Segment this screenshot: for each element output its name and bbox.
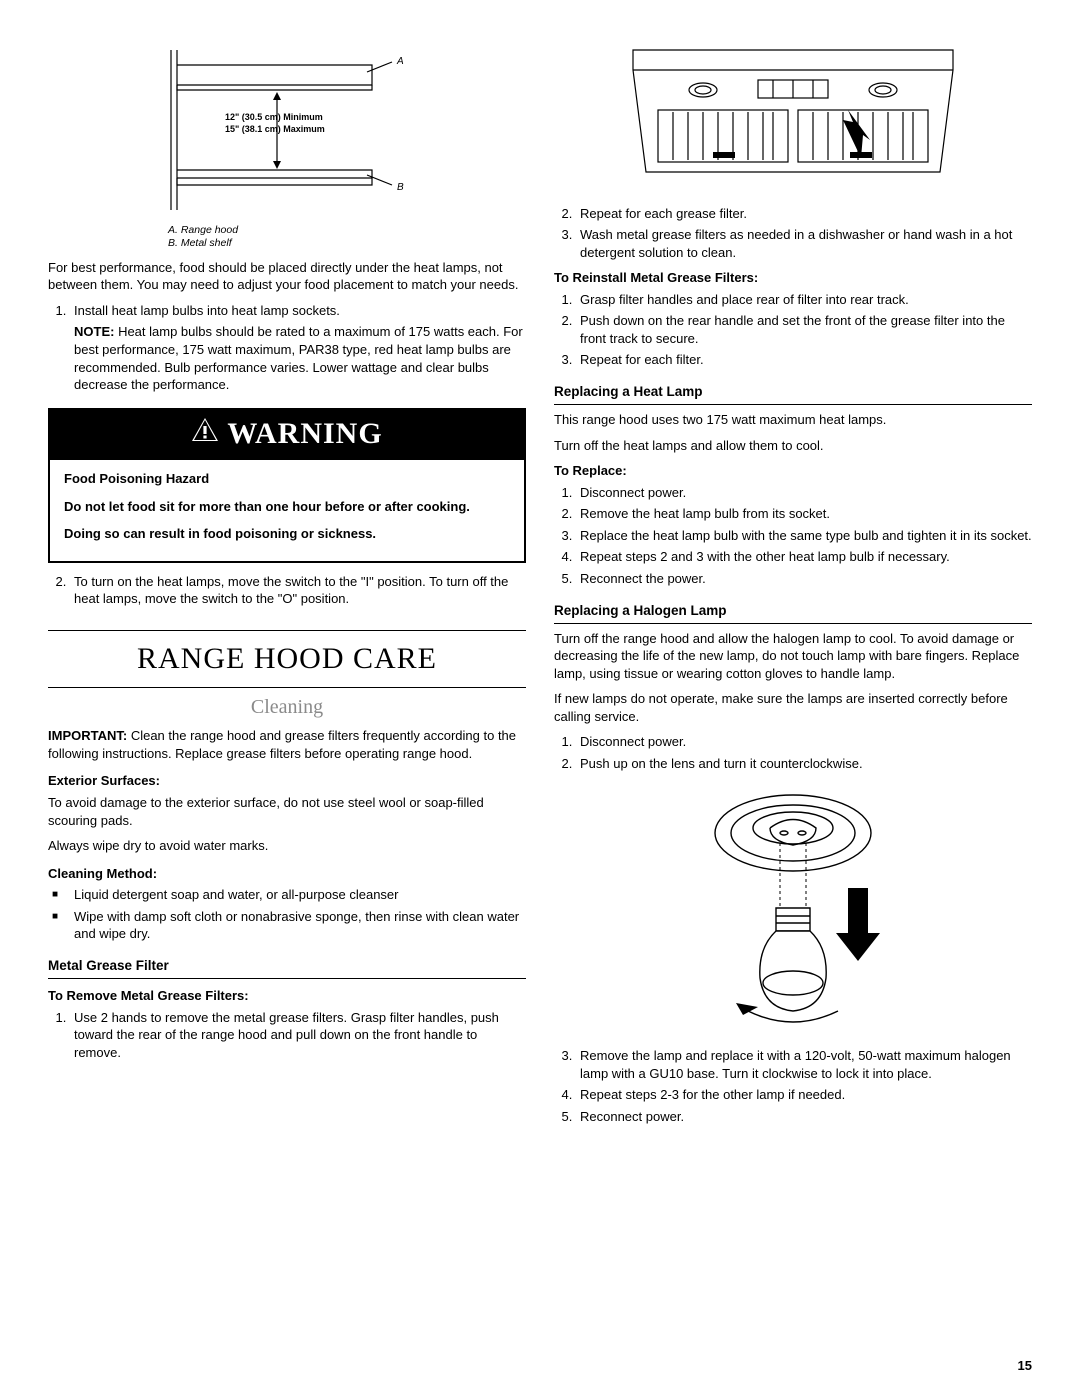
list-item: Use 2 hands to remove the metal grease f… <box>70 1009 526 1062</box>
replace-heat-lamp-list: Disconnect power. Remove the heat lamp b… <box>554 484 1032 588</box>
remove-filters-list: Use 2 hands to remove the metal grease f… <box>48 1009 526 1062</box>
replacing-heat-lamp-heading: Replacing a Heat Lamp <box>554 383 1032 405</box>
warning-line3: Doing so can result in food poisoning or… <box>64 525 510 543</box>
halogen-p2: If new lamps do not operate, make sure t… <box>554 690 1032 725</box>
left-column: A B 12" (30.5 cm) Minimum 15" (38.1 cm) … <box>48 40 526 1133</box>
metal-grease-filter-heading: Metal Grease Filter <box>48 957 526 979</box>
reinstall-filters-heading: To Reinstall Metal Grease Filters: <box>554 269 1032 287</box>
reinstall-filters-list: Grasp filter handles and place rear of f… <box>554 291 1032 369</box>
figure-lamp <box>554 783 1032 1038</box>
list-item: Install heat lamp bulbs into heat lamp s… <box>70 302 526 394</box>
list-item: Repeat steps 2-3 for the other lamp if n… <box>576 1086 1032 1104</box>
list-item: Wipe with damp soft cloth or nonabrasive… <box>70 908 526 943</box>
note: NOTE: Heat lamp bulbs should be rated to… <box>74 323 526 393</box>
figure-shelf: A B 12" (30.5 cm) Minimum 15" (38.1 cm) … <box>48 40 526 251</box>
section-title: RANGE HOOD CARE <box>48 630 526 689</box>
cleaning-method-heading: Cleaning Method: <box>48 865 526 883</box>
list-item: Push down on the rear handle and set the… <box>576 312 1032 347</box>
exterior-p1: To avoid damage to the exterior surface,… <box>48 794 526 829</box>
dim2: 15" (38.1 cm) Maximum <box>225 124 325 134</box>
figure-caption: A. Range hood B. Metal shelf <box>168 224 526 251</box>
warning-line2: Do not let food sit for more than one ho… <box>64 498 510 516</box>
label-a: A <box>396 56 404 67</box>
item-text: Install heat lamp bulbs into heat lamp s… <box>74 303 340 318</box>
remove-filters-heading: To Remove Metal Grease Filters: <box>48 987 526 1005</box>
list-item: Remove the heat lamp bulb from its socke… <box>576 505 1032 523</box>
list-item: Repeat for each filter. <box>576 351 1032 369</box>
warning-banner-text: WARNING <box>227 414 382 455</box>
note-text: Heat lamp bulbs should be rated to a max… <box>74 324 523 392</box>
list-item: Repeat steps 2 and 3 with the other heat… <box>576 548 1032 566</box>
heat-lamp-install-list-cont: To turn on the heat lamps, move the swit… <box>48 573 526 608</box>
replace-halogen-list-cont: Remove the lamp and replace it with a 12… <box>554 1047 1032 1125</box>
heat-lamp-p1: This range hood uses two 175 watt maximu… <box>554 411 1032 429</box>
list-item: Replace the heat lamp bulb with the same… <box>576 527 1032 545</box>
exterior-p2: Always wipe dry to avoid water marks. <box>48 837 526 855</box>
label-b: B <box>397 182 404 193</box>
list-item: Push up on the lens and turn it counterc… <box>576 755 1032 773</box>
list-item: Disconnect power. <box>576 733 1032 751</box>
list-item: Reconnect the power. <box>576 570 1032 588</box>
list-item: To turn on the heat lamps, move the swit… <box>70 573 526 608</box>
warning-triangle-icon <box>191 414 219 455</box>
dim1: 12" (30.5 cm) Minimum <box>225 112 323 122</box>
hood-diagram <box>618 40 968 190</box>
exterior-surfaces-heading: Exterior Surfaces: <box>48 772 526 790</box>
columns: A B 12" (30.5 cm) Minimum 15" (38.1 cm) … <box>48 40 1032 1133</box>
replace-halogen-list: Disconnect power. Push up on the lens an… <box>554 733 1032 772</box>
list-item: Grasp filter handles and place rear of f… <box>576 291 1032 309</box>
warning-line1: Food Poisoning Hazard <box>64 470 510 488</box>
important-label: IMPORTANT: <box>48 728 127 743</box>
remove-filters-list-cont: Repeat for each grease filter. Wash meta… <box>554 205 1032 262</box>
page: A B 12" (30.5 cm) Minimum 15" (38.1 cm) … <box>0 0 1080 1397</box>
list-item: Liquid detergent soap and water, or all-… <box>70 886 526 904</box>
caption-b: B. Metal shelf <box>168 237 526 251</box>
intro-paragraph: For best performance, food should be pla… <box>48 259 526 294</box>
figure-hood <box>554 40 1032 195</box>
cleaning-heading: Cleaning <box>48 694 526 721</box>
heat-lamp-install-list: Install heat lamp bulbs into heat lamp s… <box>48 302 526 394</box>
right-column: Repeat for each grease filter. Wash meta… <box>554 40 1032 1133</box>
list-item: Wash metal grease filters as needed in a… <box>576 226 1032 261</box>
warning-box: WARNING Food Poisoning Hazard Do not let… <box>48 408 526 563</box>
caption-a: A. Range hood <box>168 224 526 238</box>
cleaning-method-list: Liquid detergent soap and water, or all-… <box>48 886 526 943</box>
list-item: Remove the lamp and replace it with a 12… <box>576 1047 1032 1082</box>
lamp-diagram <box>688 783 898 1033</box>
halogen-p1: Turn off the range hood and allow the ha… <box>554 630 1032 683</box>
heat-lamp-p2: Turn off the heat lamps and allow them t… <box>554 437 1032 455</box>
note-label: NOTE: <box>74 324 114 339</box>
list-item: Reconnect power. <box>576 1108 1032 1126</box>
list-item: Disconnect power. <box>576 484 1032 502</box>
page-number: 15 <box>1018 1357 1032 1375</box>
warning-body: Food Poisoning Hazard Do not let food si… <box>50 460 524 561</box>
shelf-diagram: A B 12" (30.5 cm) Minimum 15" (38.1 cm) … <box>147 40 427 215</box>
replacing-halogen-heading: Replacing a Halogen Lamp <box>554 602 1032 624</box>
list-item: Repeat for each grease filter. <box>576 205 1032 223</box>
to-replace-heading: To Replace: <box>554 462 1032 480</box>
warning-banner: WARNING <box>50 410 524 461</box>
important-paragraph: IMPORTANT: Clean the range hood and grea… <box>48 727 526 762</box>
